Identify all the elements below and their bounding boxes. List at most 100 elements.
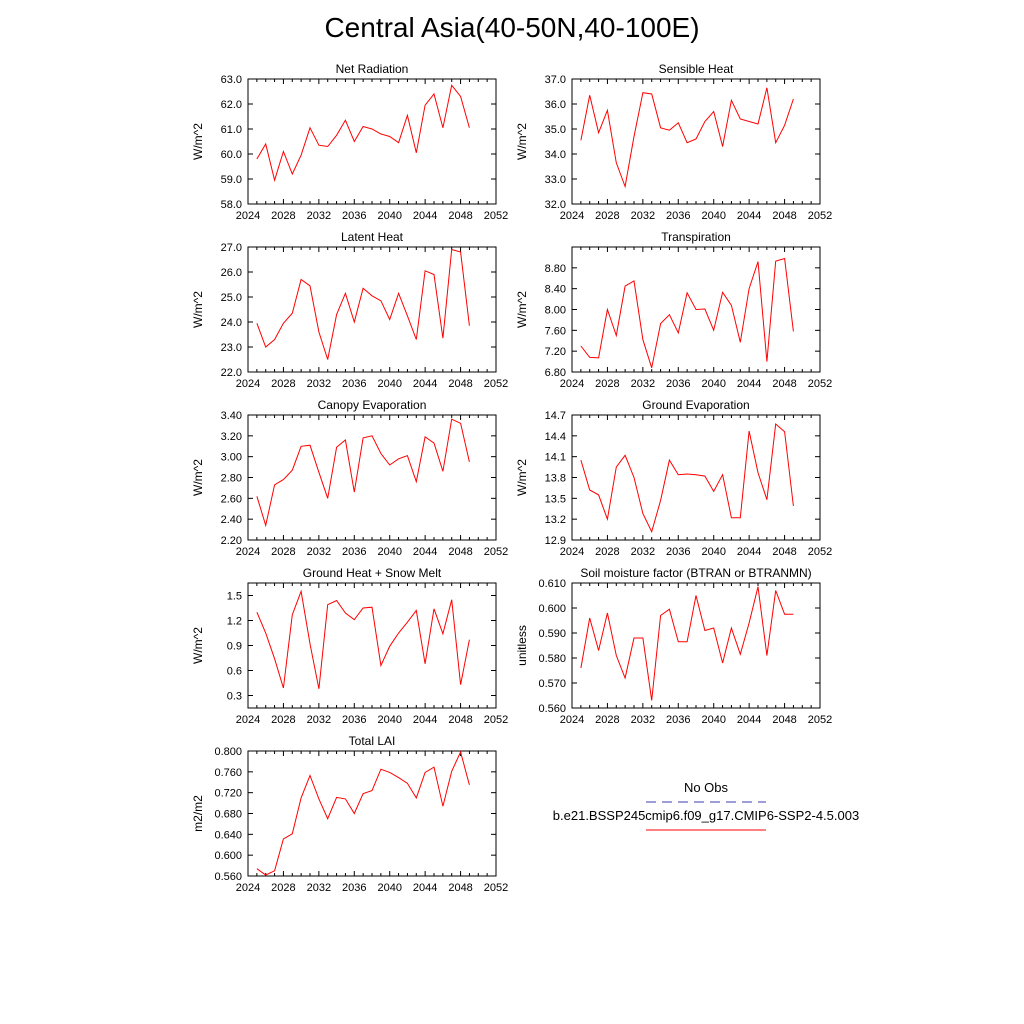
x-tick-label: 2048 [772,378,796,390]
x-tick-label: 2028 [271,546,295,558]
y-tick-label: 1.5 [227,591,242,603]
x-tick-label: 2028 [595,210,619,222]
y-tick-label: 0.6 [227,666,242,678]
series-line [256,418,470,528]
y-tick-label: 23.0 [221,342,242,354]
x-tick-label: 2024 [236,882,260,894]
y-tick-label: 13.8 [545,473,566,485]
x-tick-label: 2024 [560,546,584,558]
panel-title: Soil moisture factor (BTRAN or BTRANMN) [580,566,811,580]
x-tick-label: 2052 [484,882,508,894]
y-axis-label: m2/m2 [191,795,205,832]
x-tick-label: 2032 [307,546,331,558]
y-axis-label: W/m^2 [191,291,205,328]
panel-title: Canopy Evaporation [318,398,427,412]
x-tick-label: 2036 [666,546,690,558]
x-tick-label: 2044 [413,210,437,222]
x-tick-label: 2040 [377,378,401,390]
y-tick-label: 8.80 [545,263,566,275]
chart-panel: Net Radiation 2024 2028 2032 2036 2040 2044 204… [191,62,508,222]
y-tick-label: 27.0 [221,242,242,254]
y-tick-label: 12.9 [545,535,566,547]
x-tick-label: 2036 [342,714,366,726]
x-tick-label: 2032 [307,882,331,894]
x-tick-label: 2032 [631,546,655,558]
chart-panel: Ground Heat + Snow Melt 2024 2028 2032 2036 2… [191,566,508,726]
x-tick-label: 2048 [772,210,796,222]
x-tick-label: 2032 [631,210,655,222]
x-tick-label: 2024 [560,210,584,222]
y-tick-label: 0.600 [214,850,242,862]
y-tick-label: 1.2 [227,616,242,628]
x-tick-label: 2048 [772,714,796,726]
y-tick-label: 0.720 [214,788,242,800]
series-line [580,586,794,701]
x-tick-label: 2036 [666,378,690,390]
x-tick-label: 2044 [413,378,437,390]
x-tick-label: 2048 [448,882,472,894]
plot-frame [571,78,821,205]
page-title: Central Asia(40-50N,40-100E) [324,12,700,43]
y-tick-label: 7.60 [545,325,566,337]
panel-title: Ground Heat + Snow Melt [303,566,442,580]
y-tick-label: 0.580 [538,653,566,665]
y-tick-label: 0.680 [214,809,242,821]
y-tick-label: 13.2 [545,514,566,526]
x-tick-label: 2028 [595,546,619,558]
y-tick-label: 2.80 [221,473,242,485]
x-tick-label: 2032 [307,210,331,222]
x-tick-label: 2032 [631,378,655,390]
y-tick-label: 33.0 [545,174,566,186]
x-tick-label: 2052 [484,378,508,390]
x-tick-label: 2044 [413,546,437,558]
chart-panel: Ground Evaporation 2024 2028 2032 2036 2040 20… [515,398,832,558]
x-tick-label: 2036 [666,714,690,726]
x-tick-label: 2036 [342,378,366,390]
y-tick-label: 0.3 [227,691,242,703]
y-axis-label: W/m^2 [191,459,205,496]
x-tick-label: 2028 [595,714,619,726]
y-tick-label: 3.20 [221,431,242,443]
x-tick-label: 2048 [448,378,472,390]
plot-frame [247,750,497,877]
chart-panel: Sensible Heat 2024 2028 2032 2036 2040 2044 204… [515,62,832,222]
y-tick-label: 7.20 [545,346,566,358]
y-tick-label: 2.20 [221,535,242,547]
legend-model-label: b.e21.BSSP245cmip6.f09_g17.CMIP6-SSP2-4.… [553,808,859,823]
x-tick-label: 2040 [377,210,401,222]
x-tick-label: 2044 [413,882,437,894]
x-tick-label: 2044 [737,210,761,222]
plot-frame [247,246,497,373]
x-tick-label: 2040 [377,882,401,894]
y-tick-label: 0.600 [538,603,566,615]
y-tick-label: 0.610 [538,578,566,590]
y-tick-label: 34.0 [545,149,566,161]
panel-title: Net Radiation [336,62,409,76]
y-tick-label: 35.0 [545,124,566,136]
y-tick-label: 0.800 [214,746,242,758]
x-tick-label: 2040 [701,378,725,390]
x-tick-label: 2048 [448,714,472,726]
x-tick-label: 2032 [631,714,655,726]
y-tick-label: 3.00 [221,452,242,464]
legend: No Obs b.e21.BSSP245cmip6.f09_g17.CMIP6-… [553,780,859,831]
y-tick-label: 61.0 [221,124,242,136]
y-tick-label: 0.640 [214,829,242,841]
x-tick-label: 2028 [271,210,295,222]
x-tick-label: 2052 [808,546,832,558]
panels: Net Radiation 2024 2028 2032 2036 2040 2044 204… [191,62,832,894]
series-line [256,84,470,183]
y-tick-label: 37.0 [545,74,566,86]
x-tick-label: 2048 [772,546,796,558]
plot-frame [247,78,497,205]
chart-panel: Transpiration 2024 2028 2032 2036 2040 2044 204… [515,230,832,390]
y-tick-label: 0.560 [214,871,242,883]
y-tick-label: 2.40 [221,514,242,526]
x-tick-label: 2044 [737,546,761,558]
x-tick-label: 2028 [595,378,619,390]
x-tick-label: 2048 [448,210,472,222]
series-line [580,423,794,534]
panel-title: Sensible Heat [659,62,734,76]
series-line [580,87,794,189]
